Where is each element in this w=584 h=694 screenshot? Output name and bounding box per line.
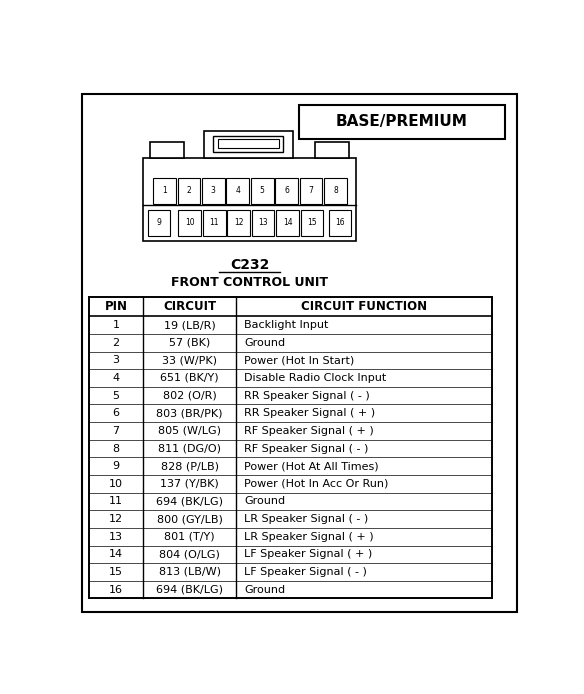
Bar bbox=[143, 158, 356, 241]
Text: CIRCUIT FUNCTION: CIRCUIT FUNCTION bbox=[301, 300, 427, 313]
Bar bbox=[148, 210, 171, 235]
Text: FRONT CONTROL UNIT: FRONT CONTROL UNIT bbox=[171, 276, 328, 289]
Bar bbox=[324, 178, 347, 203]
Text: 5: 5 bbox=[113, 391, 120, 400]
Text: 57 (BK): 57 (BK) bbox=[169, 338, 210, 348]
Text: 7: 7 bbox=[113, 426, 120, 436]
Text: RR Speaker Signal ( - ): RR Speaker Signal ( - ) bbox=[244, 391, 370, 400]
Text: 15: 15 bbox=[109, 567, 123, 577]
Text: 8: 8 bbox=[333, 186, 338, 195]
Text: 13: 13 bbox=[109, 532, 123, 542]
Text: 14: 14 bbox=[109, 550, 123, 559]
Text: 3: 3 bbox=[211, 186, 215, 195]
Text: CIRCUIT: CIRCUIT bbox=[163, 300, 216, 313]
Text: 10: 10 bbox=[185, 218, 194, 227]
Text: 12: 12 bbox=[234, 218, 244, 227]
Bar bbox=[227, 178, 249, 203]
Text: 804 (O/LG): 804 (O/LG) bbox=[159, 550, 220, 559]
Bar bbox=[203, 210, 225, 235]
Bar bbox=[150, 142, 184, 158]
Text: 11: 11 bbox=[210, 218, 219, 227]
Bar bbox=[251, 178, 273, 203]
Text: 828 (P/LB): 828 (P/LB) bbox=[161, 462, 218, 471]
Text: 803 (BR/PK): 803 (BR/PK) bbox=[157, 408, 223, 418]
Bar bbox=[299, 105, 505, 139]
Text: 9: 9 bbox=[113, 462, 120, 471]
Text: Power (Hot In Start): Power (Hot In Start) bbox=[244, 355, 354, 365]
Text: Power (Hot In Acc Or Run): Power (Hot In Acc Or Run) bbox=[244, 479, 388, 489]
Bar bbox=[178, 178, 200, 203]
Text: 137 (Y/BK): 137 (Y/BK) bbox=[160, 479, 219, 489]
Text: LF Speaker Signal ( - ): LF Speaker Signal ( - ) bbox=[244, 567, 367, 577]
Text: 800 (GY/LB): 800 (GY/LB) bbox=[157, 514, 223, 524]
Text: 694 (BK/LG): 694 (BK/LG) bbox=[156, 584, 223, 595]
Text: 13: 13 bbox=[258, 218, 268, 227]
Text: LR Speaker Signal ( - ): LR Speaker Signal ( - ) bbox=[244, 514, 369, 524]
Text: Power (Hot At All Times): Power (Hot At All Times) bbox=[244, 462, 378, 471]
Text: 7: 7 bbox=[308, 186, 314, 195]
Text: RF Speaker Signal ( - ): RF Speaker Signal ( - ) bbox=[244, 443, 369, 453]
Text: 651 (BK/Y): 651 (BK/Y) bbox=[160, 373, 219, 383]
Text: 811 (DG/O): 811 (DG/O) bbox=[158, 443, 221, 453]
Bar bbox=[227, 210, 250, 235]
Bar bbox=[252, 210, 274, 235]
Text: 12: 12 bbox=[109, 514, 123, 524]
Text: RF Speaker Signal ( + ): RF Speaker Signal ( + ) bbox=[244, 426, 374, 436]
Text: 9: 9 bbox=[157, 218, 161, 227]
Bar bbox=[204, 131, 293, 158]
Text: Backlight Input: Backlight Input bbox=[244, 320, 328, 330]
Text: LF Speaker Signal ( + ): LF Speaker Signal ( + ) bbox=[244, 550, 373, 559]
Bar bbox=[202, 178, 225, 203]
Bar bbox=[275, 178, 298, 203]
Text: 5: 5 bbox=[260, 186, 265, 195]
Bar bbox=[218, 139, 279, 149]
Text: 802 (O/R): 802 (O/R) bbox=[163, 391, 217, 400]
Text: 4: 4 bbox=[113, 373, 120, 383]
Bar bbox=[213, 135, 283, 152]
Bar bbox=[276, 210, 299, 235]
Text: 15: 15 bbox=[307, 218, 317, 227]
Text: 801 (T/Y): 801 (T/Y) bbox=[164, 532, 215, 542]
Text: Disable Radio Clock Input: Disable Radio Clock Input bbox=[244, 373, 387, 383]
Text: LR Speaker Signal ( + ): LR Speaker Signal ( + ) bbox=[244, 532, 374, 542]
Text: 16: 16 bbox=[109, 584, 123, 595]
Text: 2: 2 bbox=[186, 186, 191, 195]
Text: 3: 3 bbox=[113, 355, 120, 365]
Bar bbox=[89, 297, 492, 598]
Text: C232: C232 bbox=[230, 258, 269, 272]
Bar bbox=[153, 178, 176, 203]
Text: 14: 14 bbox=[283, 218, 293, 227]
Text: 10: 10 bbox=[109, 479, 123, 489]
Text: 6: 6 bbox=[284, 186, 289, 195]
Text: RR Speaker Signal ( + ): RR Speaker Signal ( + ) bbox=[244, 408, 375, 418]
Text: Ground: Ground bbox=[244, 338, 285, 348]
Text: PIN: PIN bbox=[105, 300, 127, 313]
Bar bbox=[179, 210, 201, 235]
Text: 1: 1 bbox=[162, 186, 167, 195]
Text: 19 (LB/R): 19 (LB/R) bbox=[164, 320, 215, 330]
Bar bbox=[315, 142, 349, 158]
Text: 1: 1 bbox=[113, 320, 120, 330]
Text: 694 (BK/LG): 694 (BK/LG) bbox=[156, 496, 223, 507]
Text: 805 (W/LG): 805 (W/LG) bbox=[158, 426, 221, 436]
Text: 2: 2 bbox=[113, 338, 120, 348]
Text: 11: 11 bbox=[109, 496, 123, 507]
Text: 813 (LB/W): 813 (LB/W) bbox=[158, 567, 221, 577]
Text: 8: 8 bbox=[113, 443, 120, 453]
Text: 33 (W/PK): 33 (W/PK) bbox=[162, 355, 217, 365]
Text: 4: 4 bbox=[235, 186, 240, 195]
Text: Ground: Ground bbox=[244, 496, 285, 507]
Bar bbox=[301, 210, 324, 235]
Text: 16: 16 bbox=[335, 218, 345, 227]
Text: BASE/PREMIUM: BASE/PREMIUM bbox=[336, 115, 468, 129]
Bar bbox=[300, 178, 322, 203]
Text: Ground: Ground bbox=[244, 584, 285, 595]
Text: 6: 6 bbox=[113, 408, 120, 418]
Bar bbox=[329, 210, 352, 235]
